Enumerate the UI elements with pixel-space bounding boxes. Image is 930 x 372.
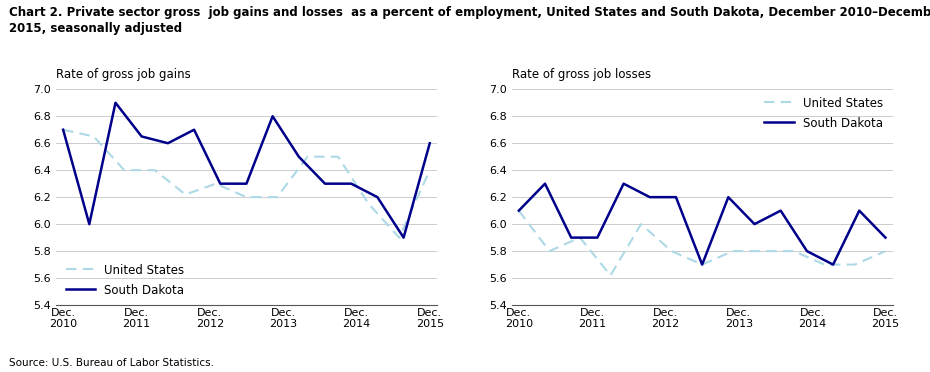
Legend: United States, South Dakota: United States, South Dakota	[65, 264, 184, 297]
Legend: United States, South Dakota: United States, South Dakota	[764, 97, 883, 131]
Text: Chart 2. Private sector gross  job gains and losses  as a percent of employment,: Chart 2. Private sector gross job gains …	[9, 6, 930, 35]
Text: Source: U.S. Bureau of Labor Statistics.: Source: U.S. Bureau of Labor Statistics.	[9, 358, 214, 368]
Text: Rate of gross job gains: Rate of gross job gains	[56, 68, 191, 81]
Text: Rate of gross job losses: Rate of gross job losses	[512, 68, 651, 81]
